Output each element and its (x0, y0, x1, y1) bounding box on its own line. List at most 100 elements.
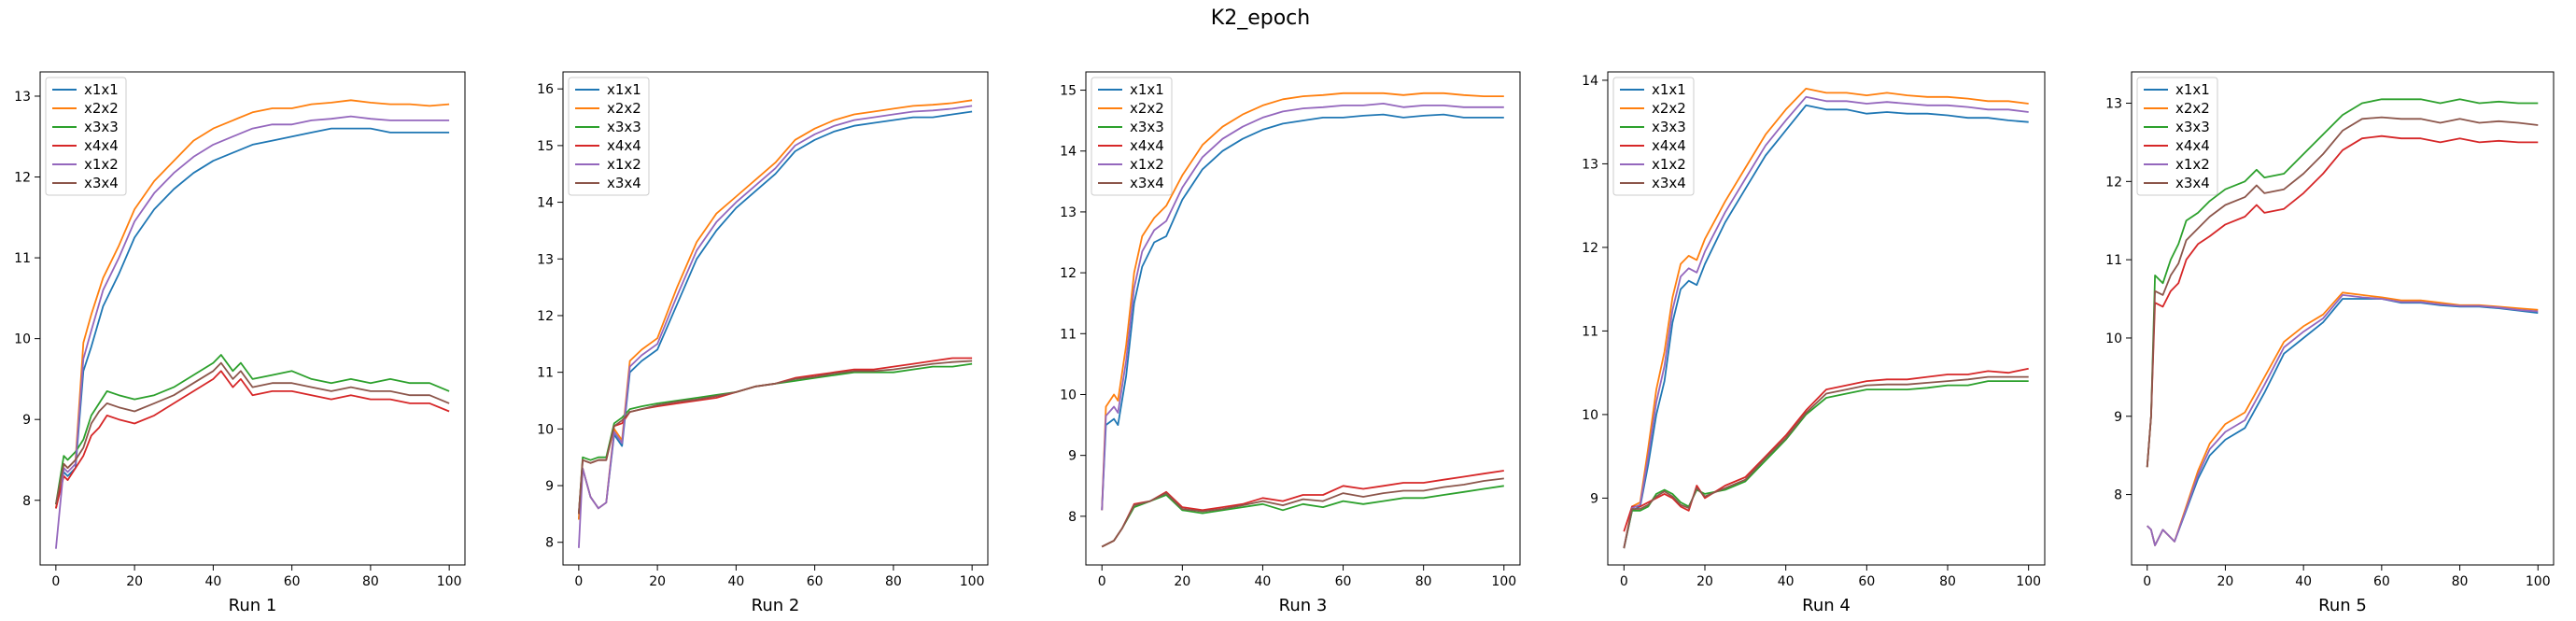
legend-label-x2x2: x2x2 (2175, 100, 2210, 117)
legend-label-x1x1: x1x1 (2175, 81, 2210, 98)
x-tick-label: 0 (1098, 574, 1106, 589)
legend: x1x1 x2x2 x3x3 x4x4 x1x2 x3x4 (568, 77, 650, 196)
series-line-x4x4 (578, 357, 973, 515)
legend-label-x4x4: x4x4 (1130, 137, 1164, 154)
y-tick-label: 9 (1590, 491, 1598, 506)
y-tick-label: 10 (537, 422, 554, 437)
legend-box (1091, 77, 1173, 196)
legend-label-x3x3: x3x3 (84, 119, 119, 135)
legend-label-x4x4: x4x4 (84, 137, 119, 154)
series-line-x3x4 (1101, 477, 1504, 548)
legend-label-x3x3: x3x3 (1130, 119, 1164, 135)
legend-label-x3x4: x3x4 (84, 175, 119, 191)
axes-frame (1607, 71, 2046, 566)
x-tick-label: 100 (437, 574, 462, 589)
y-tick-label: 12 (1582, 241, 1598, 256)
legend-label-x1x2: x1x2 (1130, 156, 1164, 173)
y-tick-label: 14 (537, 196, 554, 211)
y-tick-label: 10 (1582, 408, 1598, 423)
y-tick-label: 9 (545, 479, 554, 494)
series-line-x4x4 (1101, 470, 1504, 548)
x-tick-label: 60 (807, 574, 823, 589)
y-tick-label: 11 (1582, 324, 1598, 339)
y-tick-label: 11 (14, 251, 31, 266)
y-tick-label: 9 (22, 413, 31, 428)
series-line-x3x3 (578, 362, 973, 515)
legend-label-x3x3: x3x3 (1652, 119, 1686, 135)
y-tick-label: 10 (2105, 332, 2122, 346)
x-tick-label: 60 (284, 574, 301, 589)
series-line-x4x4 (55, 370, 450, 509)
y-tick-label: 13 (1582, 157, 1598, 172)
y-tick-label: 15 (537, 139, 554, 154)
axes-frame (2131, 71, 2555, 566)
legend: x1x1 x2x2 x3x3 x4x4 x1x2 x3x4 (1091, 77, 1173, 196)
y-tick-label: 9 (1068, 449, 1077, 464)
legend-label-x1x1: x1x1 (607, 81, 641, 98)
series-line-x3x4 (1623, 375, 2029, 549)
x-tick-label: 100 (1491, 574, 1516, 589)
x-tick-label: 20 (2217, 574, 2234, 589)
y-tick-label: 13 (2105, 97, 2122, 112)
x-tick-label: 40 (1255, 574, 1272, 589)
series-line-x1x2 (1623, 95, 2029, 549)
series-line-x4x4 (2146, 134, 2539, 468)
series-line-x1x1 (2147, 298, 2539, 546)
series-line-x1x2 (55, 115, 450, 549)
legend-label-x4x4: x4x4 (2175, 137, 2210, 154)
legend-box (1612, 77, 1695, 196)
legend-label-x2x2: x2x2 (607, 100, 641, 117)
legend-label-x3x3: x3x3 (2175, 119, 2210, 135)
y-tick-label: 10 (1060, 388, 1077, 402)
legend-box (568, 77, 650, 196)
x-axis-label: Run 3 (1279, 596, 1328, 615)
x-tick-label: 80 (885, 574, 902, 589)
series-line-x2x2 (1101, 92, 1504, 511)
y-tick-label: 14 (1060, 145, 1077, 160)
x-tick-label: 40 (2295, 574, 2312, 589)
x-tick-label: 60 (1335, 574, 1352, 589)
series-line-x3x4 (2146, 116, 2539, 468)
y-tick-label: 12 (14, 171, 31, 186)
legend-label-x2x2: x2x2 (84, 100, 119, 117)
y-tick-label: 15 (1060, 84, 1077, 99)
y-tick-label: 14 (1582, 74, 1598, 89)
y-tick-label: 12 (2105, 175, 2122, 190)
series-line-x1x1 (55, 127, 450, 509)
legend-label-x3x4: x3x4 (2175, 175, 2210, 191)
legend-label-x1x2: x1x2 (1652, 156, 1686, 173)
x-tick-label: 40 (727, 574, 744, 589)
y-tick-label: 16 (537, 82, 554, 97)
legend-box (2136, 77, 2218, 196)
legend-label-x2x2: x2x2 (1130, 100, 1164, 117)
axes-frame (39, 71, 466, 566)
series-line-x2x2 (55, 99, 450, 509)
x-tick-label: 100 (2526, 574, 2551, 589)
y-tick-label: 11 (537, 366, 554, 381)
legend: x1x1 x2x2 x3x3 x4x4 x1x2 x3x4 (45, 77, 127, 196)
legend-label-x3x3: x3x3 (607, 119, 641, 135)
x-tick-label: 20 (1696, 574, 1713, 589)
x-tick-label: 60 (1858, 574, 1875, 589)
subplot-2: 0 20 40 60 80 100 8 9 10 11 12 13 14 15 16 Run 2 x1x1 x2x… (537, 71, 989, 615)
legend-label-x3x4: x3x4 (1130, 175, 1164, 191)
legend-label-x1x1: x1x1 (1130, 81, 1164, 98)
series-line-x2x2 (2147, 291, 2539, 546)
x-tick-label: 0 (1620, 574, 1628, 589)
series-line-x1x1 (1623, 104, 2029, 549)
series-line-x1x1 (1101, 113, 1504, 511)
series-line-x1x2 (2147, 294, 2539, 546)
y-tick-label: 13 (537, 252, 554, 267)
x-axis-label: Run 5 (2318, 596, 2367, 615)
y-tick-label: 13 (14, 90, 31, 105)
x-tick-label: 0 (2143, 574, 2151, 589)
x-tick-label: 0 (574, 574, 583, 589)
x-axis-label: Run 1 (229, 596, 277, 615)
legend-label-x4x4: x4x4 (1652, 137, 1686, 154)
axes-frame (562, 71, 989, 566)
legend-label-x1x2: x1x2 (84, 156, 119, 173)
